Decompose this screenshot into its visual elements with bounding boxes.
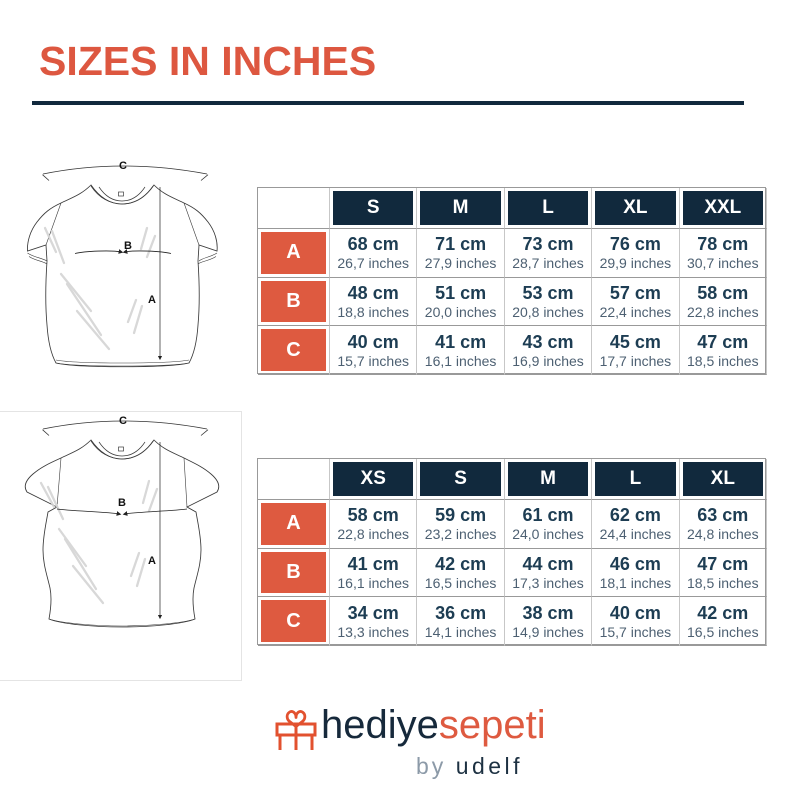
svg-text:C: C — [119, 161, 127, 172]
svg-text:A: A — [148, 294, 156, 306]
svg-text:C: C — [119, 416, 127, 427]
svg-text:B: B — [124, 240, 132, 252]
svg-text:A: A — [148, 555, 156, 567]
svg-text:B: B — [118, 497, 126, 509]
